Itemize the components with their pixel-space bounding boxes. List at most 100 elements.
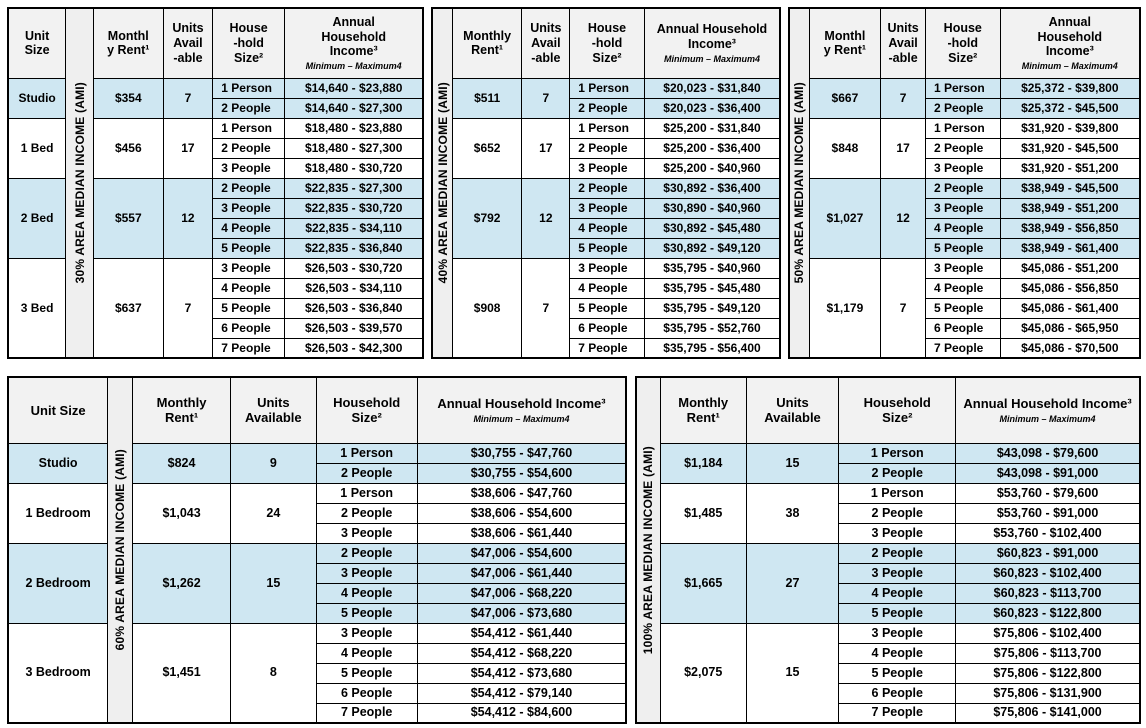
income-range-cell: $18,480 - $27,300 [283, 137, 424, 159]
household-size-cell: 3 People [924, 157, 1001, 179]
table-row: 6 People $54,412 - $79,140 [8, 682, 627, 704]
income-range-cell: $54,412 - $73,680 [416, 662, 627, 684]
income-range-cell: $47,006 - $73,680 [416, 602, 627, 624]
household-size-cell: 4 People [838, 642, 957, 664]
household-size-cell: 2 People [212, 137, 285, 159]
header-row: Unit Size 30% AREA MEDIAN INCOME (AMI) Mon… [7, 7, 424, 359]
household-size-cell: 6 People [924, 317, 1001, 339]
table-row: 3 People $53,760 - $102,400 [636, 522, 1141, 544]
monthly-rent-cell: $1,665 [659, 542, 747, 624]
table-row: $848 17 1 Person $31,920 - $39,800 [789, 117, 1141, 179]
household-size-cell: 1 Person [315, 482, 418, 504]
household-size-cell: 1 Person [838, 442, 957, 464]
table-row: 3 People $38,949 - $51,200 [789, 197, 1141, 219]
income-range-cell: $45,086 - $61,400 [999, 297, 1141, 319]
income-range-cell: $25,372 - $45,500 [999, 97, 1141, 119]
income-range-cell: $30,892 - $45,480 [643, 217, 781, 239]
table-row: 7 People $45,086 - $70,500 [789, 337, 1141, 359]
monthly-rent-cell: $557 [93, 177, 164, 259]
household-size-cell: 3 People [315, 562, 418, 584]
units-available-cell: 7 [521, 257, 571, 359]
table-row: Studio $354 7 1 Person $14,640 - $23,880 [7, 77, 424, 119]
household-size-header: Household Size² [315, 376, 418, 444]
table-row: $1,665 27 2 People $60,823 - $91,000 [636, 542, 1141, 624]
income-range-cell: $22,835 - $30,720 [283, 197, 424, 219]
units-available-cell: 7 [880, 77, 926, 119]
table-row: 3 People $60,823 - $102,400 [636, 562, 1141, 584]
units-available-cell: 12 [521, 177, 571, 259]
income-range-cell: $53,760 - $79,600 [955, 482, 1141, 504]
income-range-cell: $20,023 - $36,400 [643, 97, 781, 119]
table-row: 4 People $22,835 - $34,110 [8, 217, 424, 239]
unit-size-cell: 2 Bed [7, 177, 67, 259]
income-range-cell: $75,806 - $102,400 [955, 622, 1141, 644]
income-header-subtitle: Minimum – Maximum4 [999, 413, 1096, 424]
household-size-cell: 5 People [569, 297, 645, 319]
income-header: Annual Household Income³ Minimum – Maximu… [955, 376, 1141, 444]
household-size-cell: 5 People [315, 602, 418, 624]
household-size-cell: 3 People [569, 257, 645, 279]
table-row: 3 People $18,480 - $30,720 [8, 157, 424, 179]
table-row: $2,075 15 3 People $75,806 - $102,400 [636, 622, 1141, 724]
income-header-title: Annual Household Income³ [437, 396, 606, 412]
household-size-cell: 5 People [315, 662, 418, 684]
household-size-cell: 6 People [212, 317, 285, 339]
unit-size-cell: 2 Bedroom [7, 542, 109, 624]
household-size-cell: 2 People [569, 177, 645, 199]
income-range-cell: $38,949 - $61,400 [999, 237, 1141, 259]
ami-strip-label: 100% AREA MEDIAN INCOME (AMI) [641, 445, 656, 655]
table-row: 2 People $30,755 - $54,600 [8, 462, 627, 484]
income-range-cell: $38,606 - $54,600 [416, 502, 627, 524]
income-header: Annual Household Income³ Minimum – Maximu… [643, 7, 781, 79]
table-row: 3 People $47,006 - $61,440 [8, 562, 627, 584]
household-size-cell: 5 People [212, 297, 285, 319]
units-available-cell: 15 [745, 442, 840, 484]
units-available-cell: 15 [229, 542, 317, 624]
household-size-cell: 2 People [924, 177, 1001, 199]
income-range-cell: $54,412 - $79,140 [416, 682, 627, 704]
income-range-cell: $60,823 - $113,700 [955, 582, 1141, 604]
monthly-rent-cell: $667 [808, 77, 882, 119]
units-available-header: Units Avail -able [880, 7, 926, 79]
household-size-cell: 3 People [838, 562, 957, 584]
income-header-title: Annual Household Income³ [1037, 14, 1103, 59]
table-row: 4 People $54,412 - $68,220 [8, 642, 627, 664]
income-header-subtitle: Minimum – Maximum4 [1021, 61, 1118, 72]
household-size-cell: 5 People [924, 297, 1001, 319]
income-range-cell: $30,755 - $54,600 [416, 462, 627, 484]
household-size-cell: 5 People [924, 237, 1001, 259]
household-size-cell: 3 People [838, 622, 957, 644]
household-size-cell: 2 People [569, 137, 645, 159]
household-size-cell: 7 People [212, 337, 285, 359]
ami-strip: 60% AREA MEDIAN INCOME (AMI) [107, 376, 134, 724]
household-size-cell: 3 People [924, 197, 1001, 219]
units-available-cell: 17 [880, 117, 926, 179]
table-row: 5 People $45,086 - $61,400 [789, 297, 1141, 319]
income-range-cell: $54,412 - $68,220 [416, 642, 627, 664]
income-range-cell: $22,835 - $27,300 [283, 177, 424, 199]
table-row: 6 People $35,795 - $52,760 [432, 317, 781, 339]
income-range-cell: $75,806 - $131,900 [955, 682, 1141, 704]
monthly-rent-cell: $1,262 [132, 542, 231, 624]
unit-size-cell: Studio [7, 77, 67, 119]
ami-strip-label: 30% AREA MEDIAN INCOME (AMI) [72, 82, 87, 284]
units-available-cell: 7 [880, 257, 926, 359]
income-range-cell: $47,006 - $61,440 [416, 562, 627, 584]
units-available-header: Units Available [745, 376, 840, 444]
income-range-cell: $53,760 - $102,400 [955, 522, 1141, 544]
household-size-cell: 3 People [212, 197, 285, 219]
income-range-cell: $26,503 - $36,840 [283, 297, 424, 319]
table-row: 4 People $30,892 - $45,480 [432, 217, 781, 239]
income-range-cell: $25,200 - $40,960 [643, 157, 781, 179]
household-size-cell: 3 People [924, 257, 1001, 279]
household-size-cell: 4 People [212, 277, 285, 299]
household-size-cell: 2 People [838, 462, 957, 484]
units-available-header: Units Avail -able [162, 7, 214, 79]
household-size-cell: 7 People [838, 702, 957, 724]
income-range-cell: $45,086 - $70,500 [999, 337, 1141, 359]
table-row: $652 17 1 Person $25,200 - $31,840 [432, 117, 781, 179]
income-range-cell: $38,949 - $56,850 [999, 217, 1141, 239]
monthly-rent-cell: $2,075 [659, 622, 747, 724]
table-row: 5 People $30,892 - $49,120 [432, 237, 781, 259]
